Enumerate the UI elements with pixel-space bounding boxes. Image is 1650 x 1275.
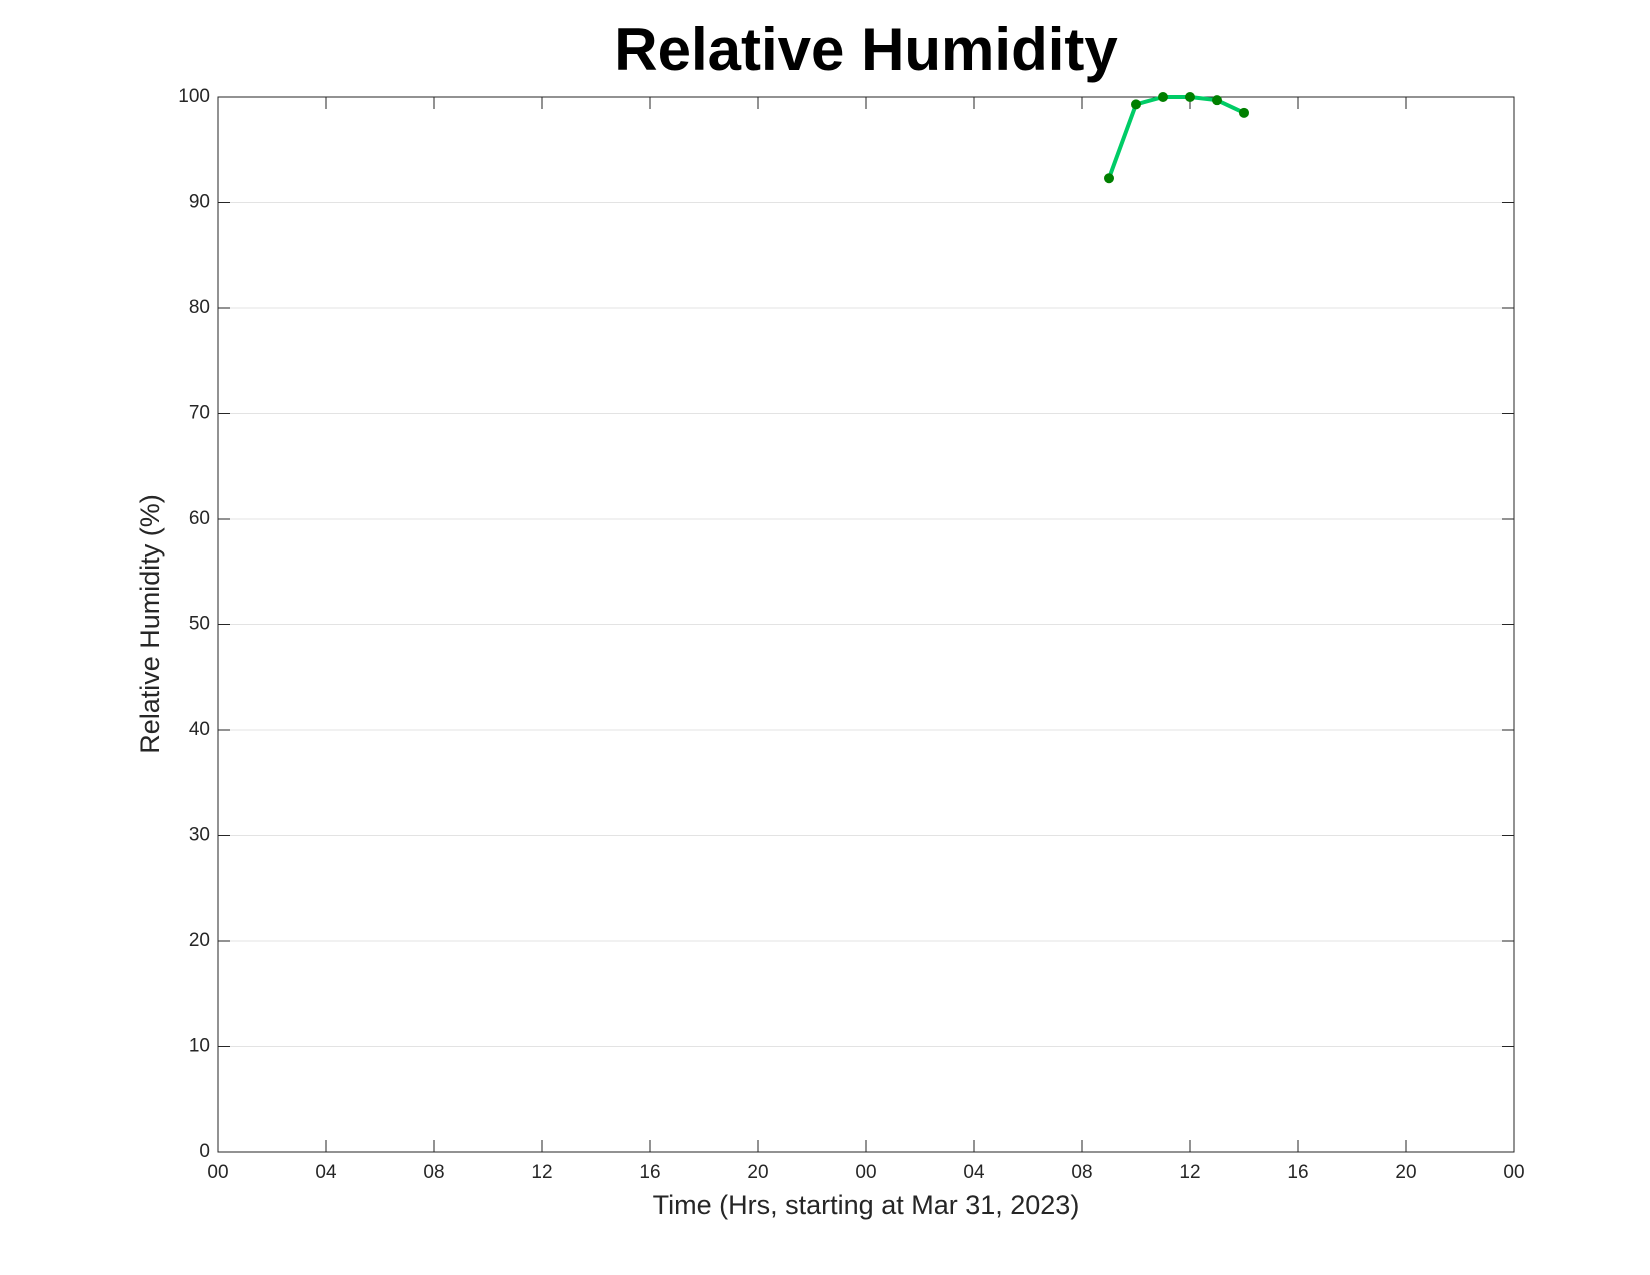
y-tick-label: 80 <box>189 297 210 318</box>
x-tick-label: 12 <box>1179 1162 1200 1183</box>
x-tick-label: 00 <box>855 1162 876 1183</box>
x-tick-label: 16 <box>1287 1162 1308 1183</box>
x-axis-label: Time (Hrs, starting at Mar 31, 2023) <box>653 1190 1080 1220</box>
y-tick-label: 60 <box>189 508 210 529</box>
data-point <box>1185 92 1195 102</box>
x-tick-label: 04 <box>963 1162 985 1183</box>
x-tick-label: 00 <box>1503 1162 1524 1183</box>
data-point <box>1239 107 1249 118</box>
y-tick-label: 20 <box>189 930 210 951</box>
data-point <box>1212 95 1222 106</box>
y-tick-label: 0 <box>199 1141 210 1162</box>
x-tick-label: 16 <box>639 1162 660 1183</box>
x-tick-label: 12 <box>531 1162 552 1183</box>
x-tick-label: 20 <box>747 1162 768 1183</box>
y-tick-label: 50 <box>189 614 210 635</box>
y-tick-label: 100 <box>178 86 210 107</box>
x-tick-label: 08 <box>1071 1162 1092 1183</box>
y-tick-label: 40 <box>189 719 210 740</box>
y-tick-label: 70 <box>189 403 210 424</box>
x-tick-label: 08 <box>423 1162 444 1183</box>
x-tick-label: 20 <box>1395 1162 1416 1183</box>
data-point <box>1131 99 1141 110</box>
x-tick-label: 04 <box>315 1162 337 1183</box>
y-tick-label: 10 <box>189 1036 210 1057</box>
y-tick-label: 30 <box>189 825 210 846</box>
x-tick-label: 00 <box>207 1162 228 1183</box>
y-tick-label: 90 <box>189 192 210 213</box>
data-point <box>1158 92 1168 102</box>
y-axis-label: Relative Humidity (%) <box>135 494 165 754</box>
chart-title: Relative Humidity <box>614 16 1118 83</box>
plot-frame <box>217 96 1515 1153</box>
data-point <box>1104 173 1114 184</box>
